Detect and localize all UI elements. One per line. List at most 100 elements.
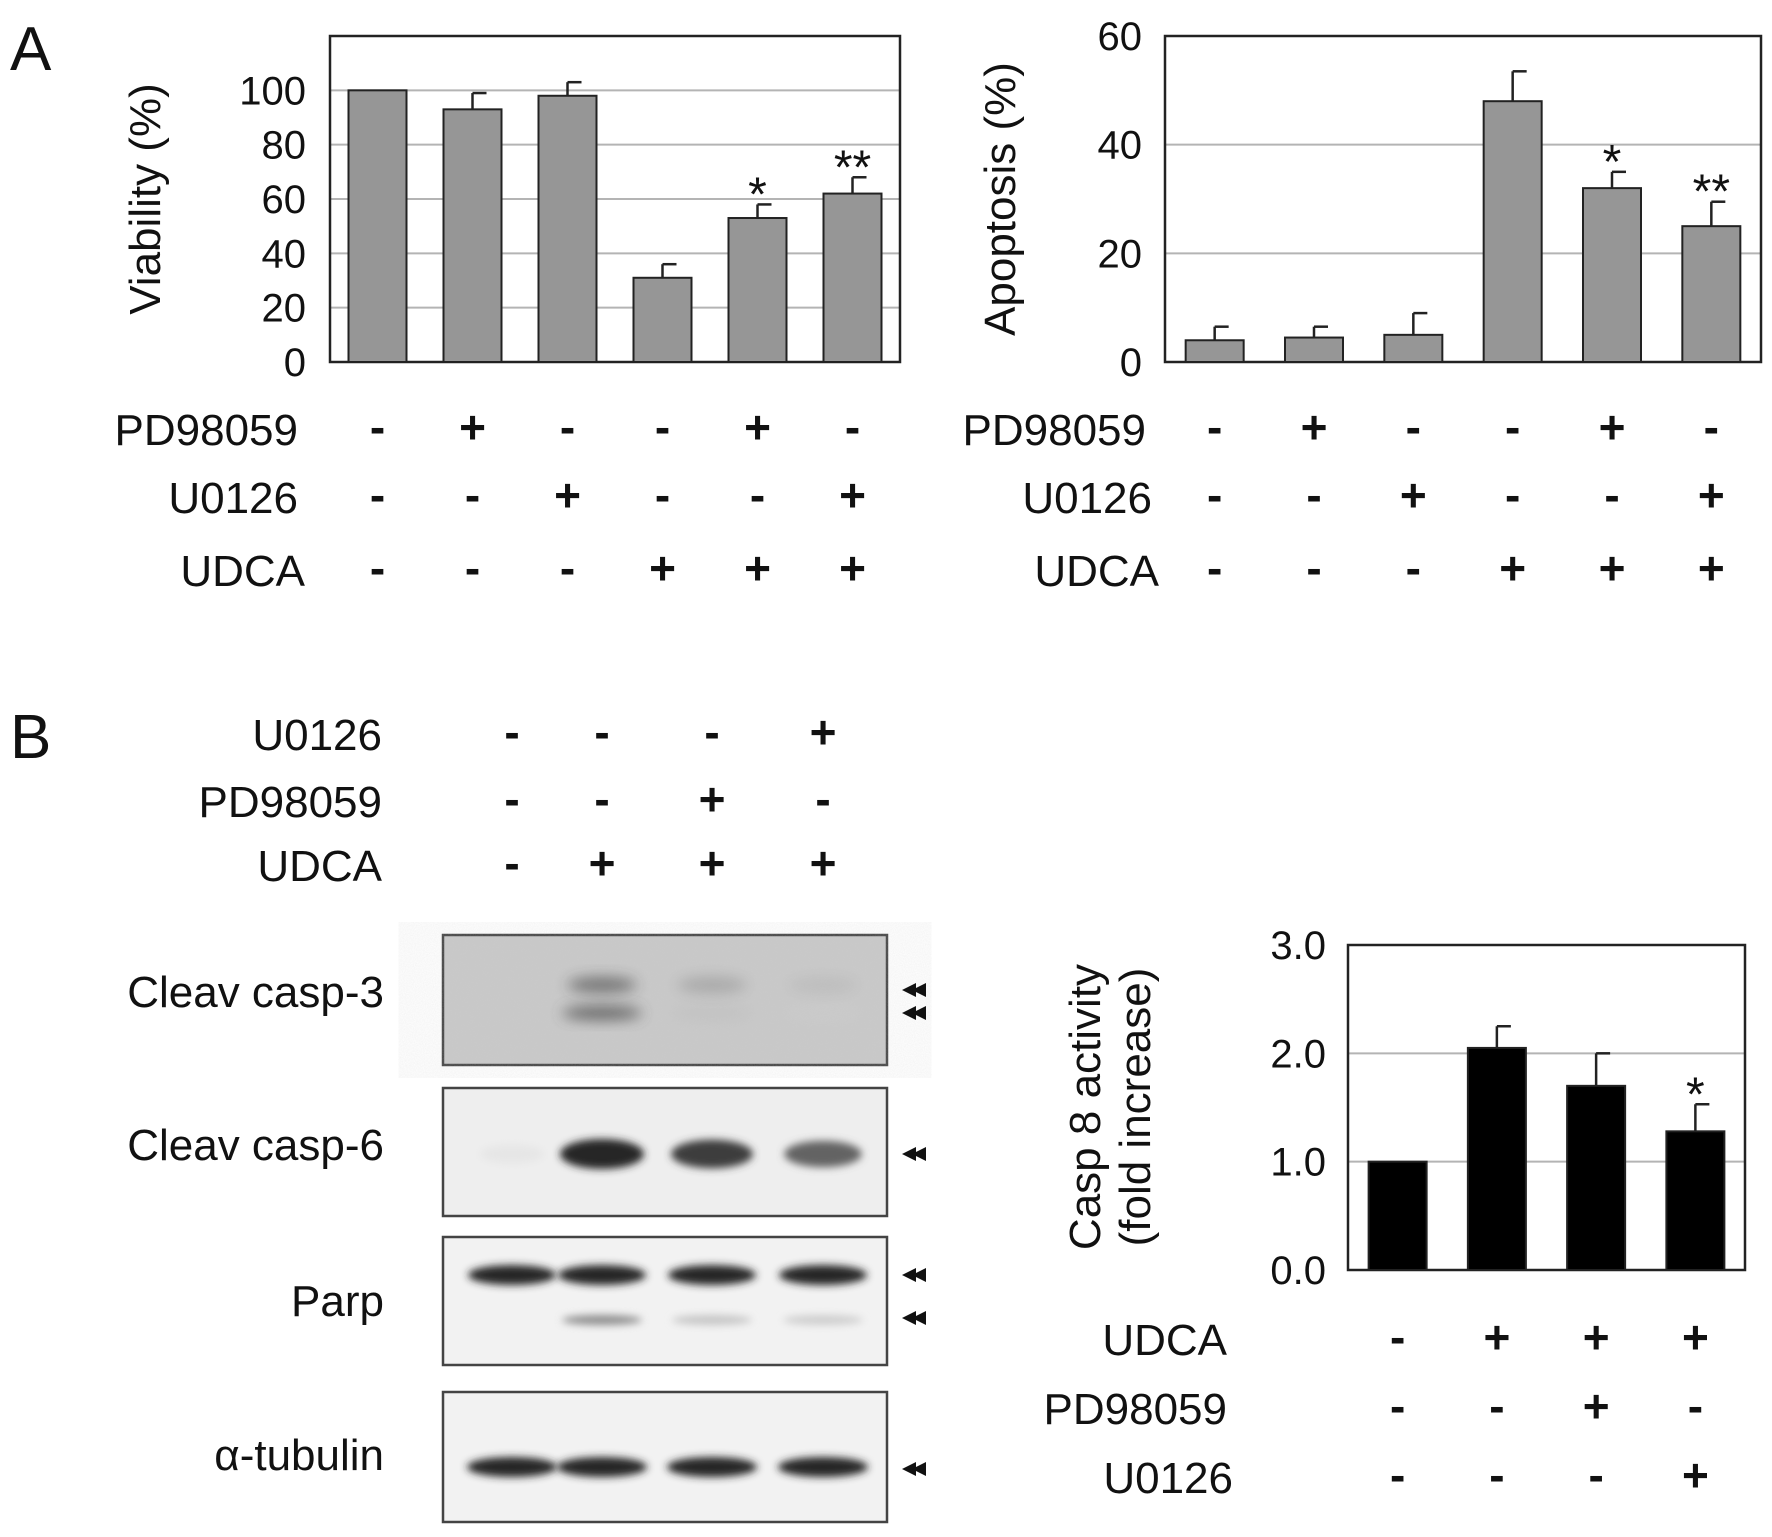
bar bbox=[1566, 1084, 1627, 1272]
bar bbox=[537, 94, 598, 364]
treatment-sign: - bbox=[370, 469, 385, 521]
treatment-label: U0126 bbox=[168, 474, 298, 523]
treatment-sign: + bbox=[1400, 469, 1427, 521]
blot-band bbox=[668, 1265, 756, 1285]
blot-band bbox=[479, 1144, 545, 1164]
blot-treatment-label: UDCA bbox=[257, 842, 382, 891]
blot-treatment-sign: - bbox=[504, 706, 519, 758]
blot-treatment-sign: + bbox=[699, 773, 726, 825]
blot-treatment-sign: - bbox=[704, 706, 719, 758]
blot-treatment-label: PD98059 bbox=[199, 778, 382, 827]
treatment-sign: - bbox=[1489, 1449, 1504, 1501]
blot-band bbox=[672, 1006, 752, 1020]
blot-label: α-tubulin bbox=[214, 1431, 384, 1480]
y-tick-label: 100 bbox=[239, 69, 306, 113]
treatment-label: U0126 bbox=[1103, 1454, 1233, 1503]
bar bbox=[1184, 339, 1245, 363]
y-tick-label: 0 bbox=[1120, 341, 1142, 385]
blot-label: Parp bbox=[291, 1277, 384, 1326]
y-tick-label: 0 bbox=[284, 341, 306, 385]
treatment-sign: + bbox=[1682, 1311, 1709, 1363]
treatment-label: UDCA bbox=[1102, 1316, 1227, 1365]
arrowhead-icon bbox=[912, 1268, 926, 1282]
treatment-sign: + bbox=[839, 542, 866, 594]
blot-treatment-sign: - bbox=[594, 706, 609, 758]
significance-marker: * bbox=[1603, 136, 1622, 189]
blot-band bbox=[562, 1006, 642, 1020]
blot-band-cleaved bbox=[672, 1315, 752, 1325]
blot-band-cleaved bbox=[783, 1315, 863, 1325]
bar bbox=[1681, 225, 1742, 363]
blot-treatment-sign: - bbox=[815, 773, 830, 825]
y-tick-label: 1.0 bbox=[1270, 1141, 1326, 1185]
arrowhead-icon bbox=[912, 1311, 926, 1325]
bar bbox=[1665, 1130, 1726, 1272]
blot-band bbox=[671, 1139, 753, 1169]
treatment-label: UDCA bbox=[180, 547, 305, 596]
treatment-sign: - bbox=[560, 401, 575, 453]
treatment-sign: - bbox=[1505, 469, 1520, 521]
y-tick-label: 60 bbox=[1098, 15, 1143, 59]
blot-panel: Cleav casp-3 bbox=[127, 933, 926, 1067]
blot-treatment-sign: + bbox=[810, 837, 837, 889]
y-tick-label: 3.0 bbox=[1270, 924, 1326, 968]
treatment-sign: - bbox=[370, 401, 385, 453]
y-tick-label: 20 bbox=[1098, 232, 1143, 276]
blot-band bbox=[677, 977, 747, 993]
arrowhead-icon bbox=[902, 1311, 916, 1325]
treatment-sign: + bbox=[1583, 1311, 1610, 1363]
bar bbox=[347, 89, 408, 363]
treatment-sign: - bbox=[750, 469, 765, 521]
blot-band bbox=[778, 1457, 868, 1477]
blot-treatment-sign: + bbox=[699, 837, 726, 889]
treatment-sign: - bbox=[1406, 542, 1421, 594]
treatment-sign: + bbox=[1599, 542, 1626, 594]
significance-marker: ** bbox=[834, 141, 871, 194]
y-tick-label: 40 bbox=[1098, 124, 1143, 168]
blot-band bbox=[558, 1265, 646, 1285]
blot-noise bbox=[443, 935, 887, 1065]
y-tick-label: 40 bbox=[262, 232, 307, 276]
significance-marker: ** bbox=[1693, 166, 1730, 219]
blot-band bbox=[667, 1457, 757, 1477]
blot-treatment-sign: + bbox=[810, 706, 837, 758]
bar bbox=[1582, 187, 1642, 363]
treatment-sign: + bbox=[459, 401, 486, 453]
casp8-activity-chart: 0.0 1.0 2.0 3.0 Casp 8 activity (fold increas… bbox=[1044, 924, 1747, 1503]
blot-band bbox=[467, 1457, 557, 1477]
treatment-sign: - bbox=[1588, 1449, 1603, 1501]
treatment-sign: + bbox=[839, 469, 866, 521]
blot-label: Cleav casp-6 bbox=[127, 1121, 384, 1170]
treatment-sign: + bbox=[1583, 1380, 1610, 1432]
western-blot: U0126 - - - + PD98059 - - + - UDCA - + + + Cleav casp-3… bbox=[127, 706, 926, 1524]
treatment-label: U0126 bbox=[1022, 474, 1152, 523]
blot-band bbox=[788, 977, 858, 993]
blot-background bbox=[441, 1390, 889, 1524]
treatment-sign: - bbox=[465, 469, 480, 521]
treatment-sign: + bbox=[1599, 401, 1626, 453]
treatment-sign: - bbox=[1604, 469, 1619, 521]
treatment-sign: + bbox=[1698, 542, 1725, 594]
bar bbox=[632, 276, 693, 363]
significance-marker: * bbox=[748, 168, 767, 221]
treatment-sign: - bbox=[1306, 469, 1321, 521]
treatment-sign: - bbox=[1207, 542, 1222, 594]
bar bbox=[1466, 1046, 1527, 1271]
plot-frame bbox=[1346, 943, 1747, 1272]
y-axis-label: Casp 8 activity bbox=[1061, 964, 1110, 1250]
plot-frame bbox=[1163, 34, 1763, 364]
treatment-sign: - bbox=[1390, 1380, 1405, 1432]
bar bbox=[822, 192, 883, 363]
arrowhead-icon bbox=[902, 983, 916, 997]
treatment-sign: - bbox=[845, 401, 860, 453]
treatment-sign: + bbox=[554, 469, 581, 521]
panel-label-b: B bbox=[10, 703, 51, 772]
y-tick-label: 2.0 bbox=[1270, 1032, 1326, 1076]
blot-treatment-sign: + bbox=[589, 837, 616, 889]
treatment-sign: - bbox=[465, 542, 480, 594]
treatment-label: PD98059 bbox=[1044, 1385, 1227, 1434]
treatment-sign: - bbox=[1688, 1380, 1703, 1432]
plot-frame bbox=[328, 34, 902, 364]
